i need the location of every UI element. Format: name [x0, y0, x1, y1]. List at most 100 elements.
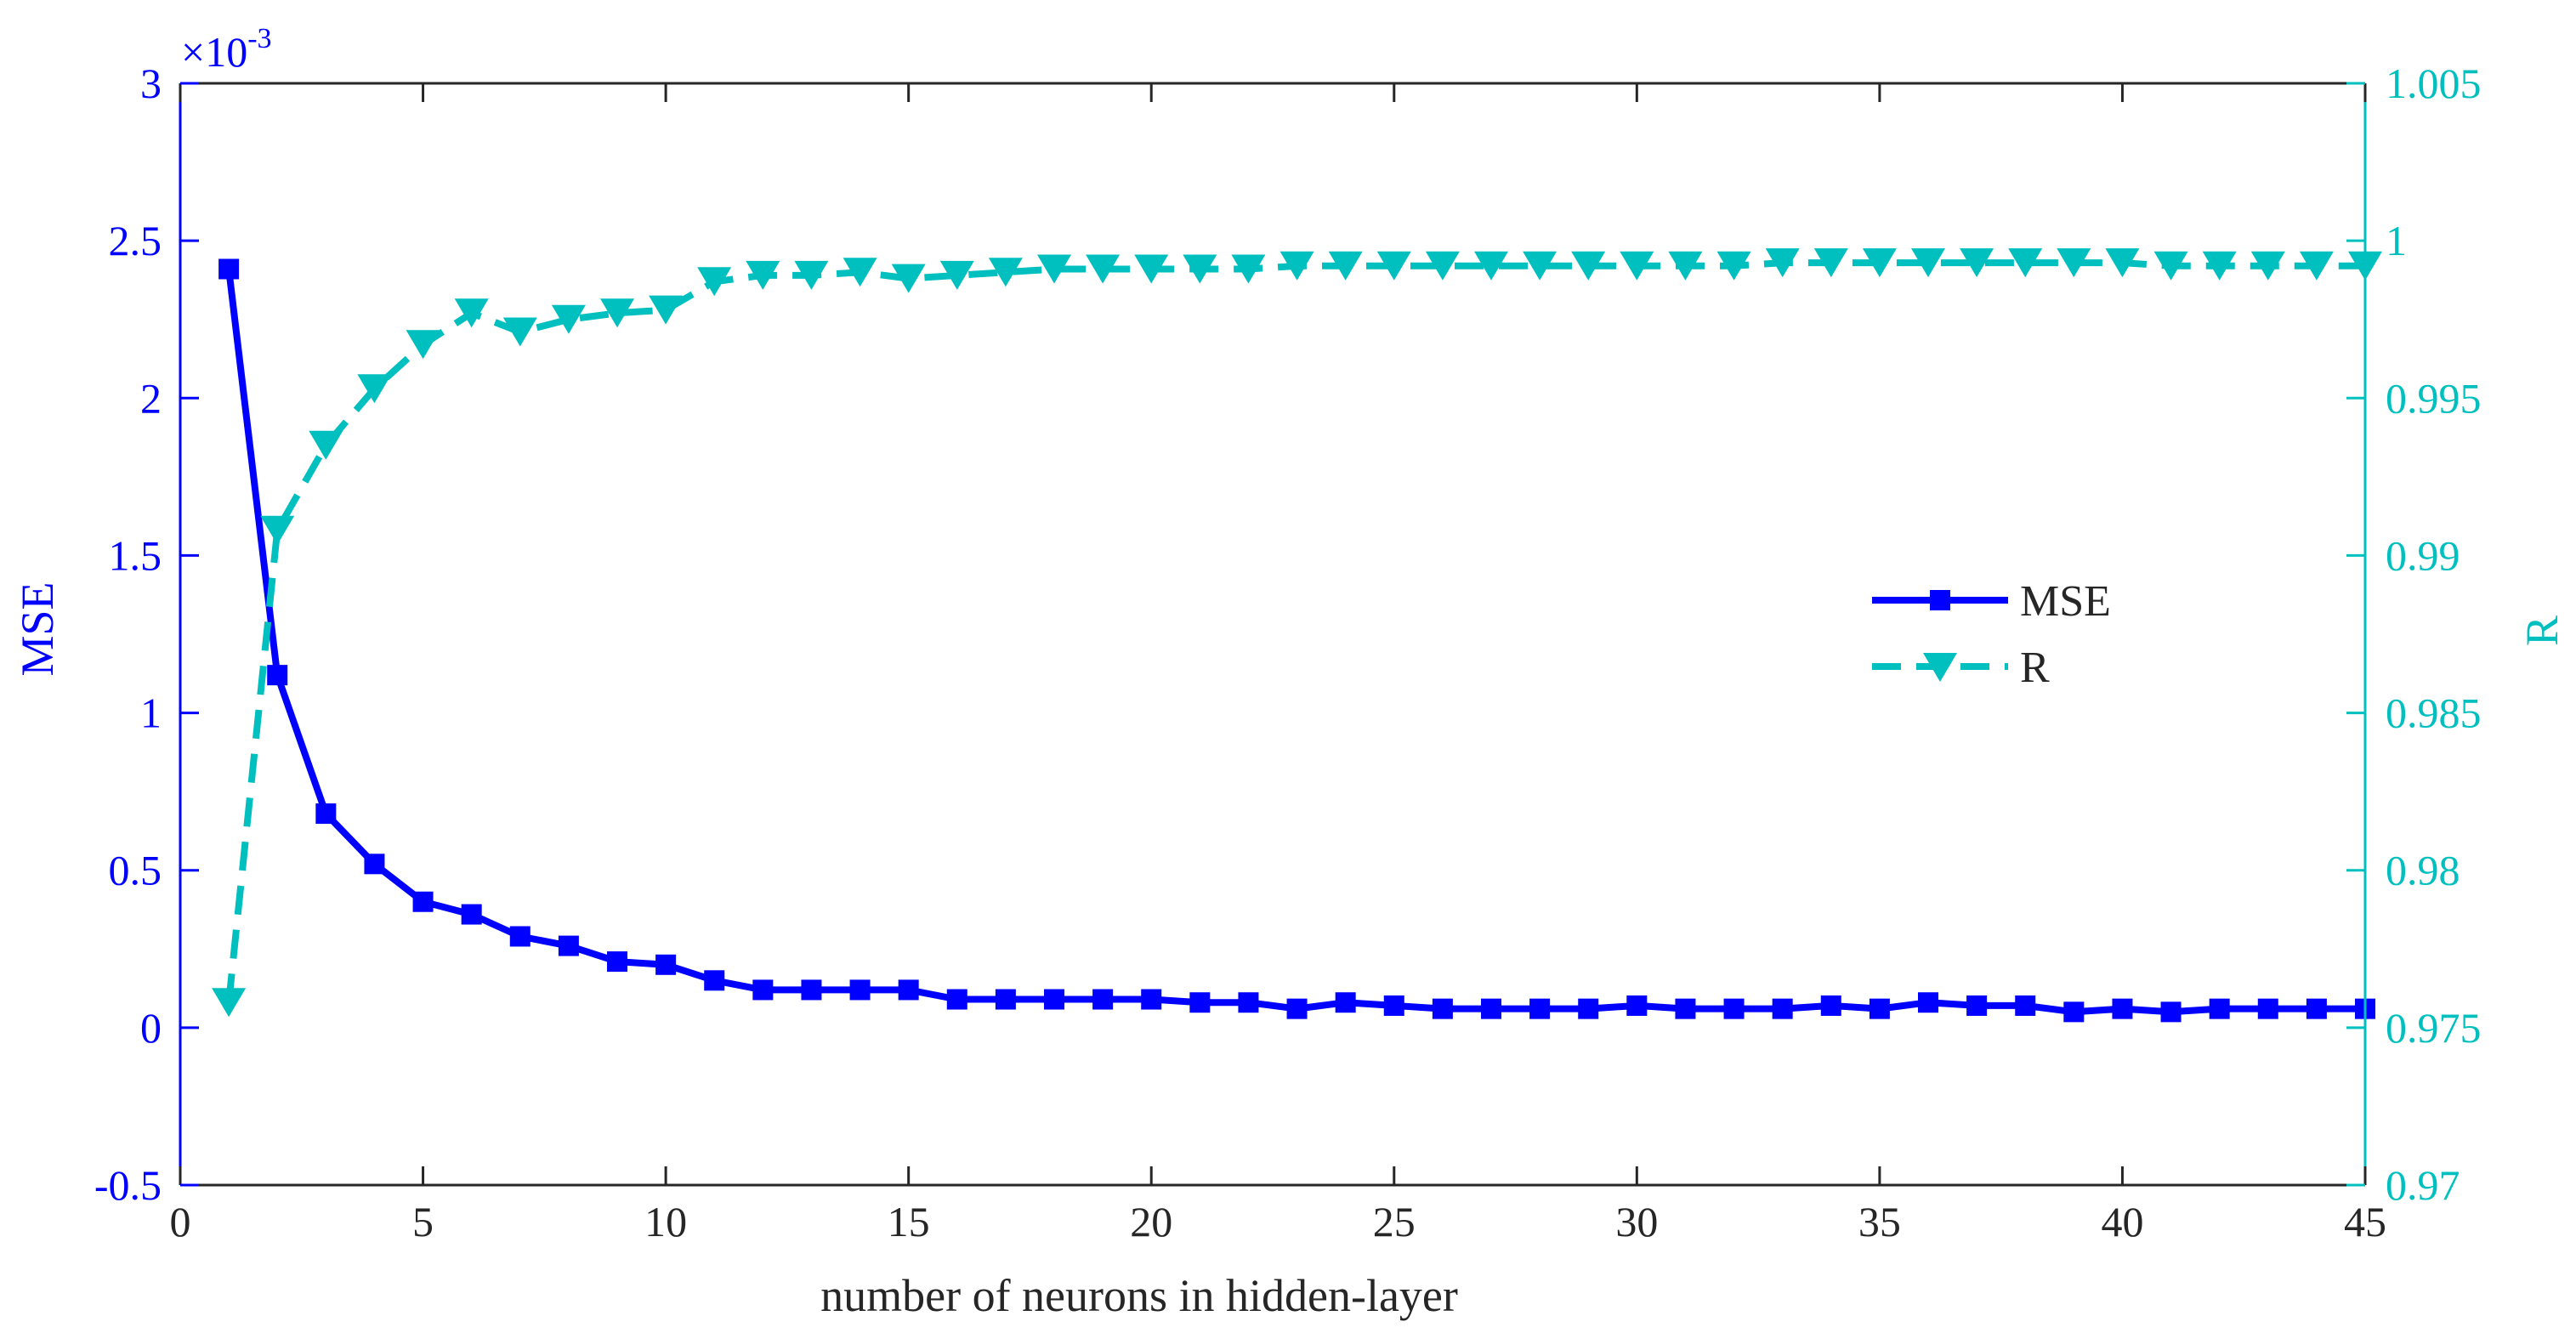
data-point-r	[2153, 251, 2188, 281]
data-point-r	[1183, 254, 1217, 284]
data-point-mse	[1335, 992, 1356, 1013]
data-point-mse	[849, 979, 871, 1001]
data-point-r	[1716, 251, 1751, 281]
data-point-mse	[995, 989, 1016, 1010]
data-point-r	[1960, 248, 1994, 278]
x-tick-label: 45	[2344, 1198, 2386, 1245]
data-point-r	[1571, 251, 1606, 281]
data-point-mse	[267, 665, 288, 686]
data-point-r	[2250, 251, 2285, 281]
x-tick-label: 25	[1373, 1198, 1416, 1245]
data-point-r	[551, 304, 586, 334]
x-tick-label: 35	[1858, 1198, 1901, 1245]
data-point-mse	[509, 926, 531, 947]
data-point-r	[1037, 254, 1071, 284]
data-point-mse	[2257, 998, 2278, 1019]
data-point-r	[2057, 248, 2091, 278]
data-point-r	[1620, 251, 1654, 281]
data-point-mse	[655, 954, 677, 975]
data-point-r	[1086, 254, 1121, 284]
data-point-mse	[1723, 998, 1745, 1019]
data-point-r	[2008, 248, 2043, 278]
data-point-r	[1376, 251, 1411, 281]
x-axis-label: number of neurons in hidden-layer	[820, 1270, 1458, 1321]
data-point-mse	[704, 970, 725, 991]
left-exponent-power: -3	[247, 23, 271, 54]
y-left-tick-label: 0	[140, 1004, 162, 1052]
data-point-r	[260, 515, 295, 545]
y-left-tick-label: 1	[140, 689, 162, 737]
x-tick-label: 40	[2101, 1198, 2143, 1245]
data-point-mse	[946, 989, 967, 1010]
data-point-r	[1328, 251, 1363, 281]
data-point-r	[309, 430, 343, 460]
data-point-r	[600, 298, 634, 328]
data-point-r	[1911, 248, 1945, 278]
left-exponent-label: ×10-3	[181, 23, 272, 76]
data-point-mse	[1432, 998, 1453, 1019]
data-point-r	[649, 295, 684, 325]
ticks: 0 5 10 15 20 25 30 35 40 45-0.500.511.522.530.970…	[94, 60, 2482, 1245]
data-point-r	[1134, 254, 1169, 284]
axes	[179, 82, 2367, 1187]
y-right-tick-label: 0.98	[2386, 847, 2460, 894]
data-point-r	[1813, 248, 1848, 278]
data-point-mse	[607, 951, 627, 973]
data-point-mse	[1820, 995, 1841, 1016]
data-point-r	[1474, 251, 1508, 281]
x-tick-label: 30	[1615, 1198, 1658, 1245]
x-tick-label: 5	[412, 1198, 434, 1245]
y-left-tick-label: 2.5	[109, 217, 162, 264]
data-point-r	[697, 267, 732, 297]
legend-r-marker	[1923, 653, 1957, 682]
data-point-mse	[461, 904, 482, 925]
y-left-tick-label: 0.5	[109, 847, 162, 894]
y-left-tick-label: 2	[140, 374, 162, 422]
data-point-r	[1765, 248, 1800, 278]
legend-r-label: R	[2020, 644, 2050, 692]
data-point-r	[454, 298, 489, 328]
data-point-mse	[1189, 992, 1211, 1013]
x-tick-label: 0	[170, 1198, 191, 1245]
data-point-r	[988, 258, 1023, 287]
data-point-r	[1523, 251, 1558, 281]
data-point-mse	[1578, 998, 1599, 1019]
data-point-r	[406, 330, 440, 360]
data-point-mse	[2063, 1001, 2085, 1023]
left-exponent-base: ×10	[181, 28, 247, 76]
y-right-tick-label: 1.005	[2386, 60, 2482, 107]
y-left-tick-label: -0.5	[94, 1161, 162, 1209]
y-right-tick-label: 0.975	[2386, 1004, 2482, 1052]
data-point-mse	[1238, 992, 1259, 1013]
data-point-r	[2105, 248, 2140, 278]
data-point-r	[746, 260, 780, 290]
data-point-mse	[1772, 998, 1793, 1019]
data-point-r	[843, 258, 877, 287]
data-point-mse	[2015, 995, 2036, 1016]
data-point-mse	[752, 979, 774, 1001]
data-point-mse	[1918, 992, 1938, 1013]
x-tick-label: 15	[888, 1198, 930, 1245]
data-point-r	[1231, 254, 1266, 284]
data-point-mse	[1481, 998, 1501, 1019]
data-point-r	[357, 374, 392, 404]
y-left-tick-label: 1.5	[109, 531, 162, 579]
data-point-mse	[1092, 989, 1114, 1010]
data-point-mse	[218, 258, 240, 280]
data-point-r	[502, 317, 537, 347]
data-point-mse	[2306, 998, 2327, 1019]
data-point-r	[212, 988, 247, 1018]
data-point-mse	[558, 935, 579, 956]
data-point-mse	[1626, 995, 1648, 1016]
data-point-mse	[1383, 995, 1404, 1016]
data-point-r	[891, 264, 926, 293]
y-left-axis-label: MSE	[12, 581, 63, 676]
data-point-mse	[898, 979, 919, 1001]
data-point-r	[2299, 251, 2334, 281]
data-point-mse	[1529, 998, 1551, 1019]
data-point-mse	[2209, 998, 2230, 1019]
data-point-r	[1279, 251, 1314, 281]
data-point-r	[2202, 251, 2237, 281]
